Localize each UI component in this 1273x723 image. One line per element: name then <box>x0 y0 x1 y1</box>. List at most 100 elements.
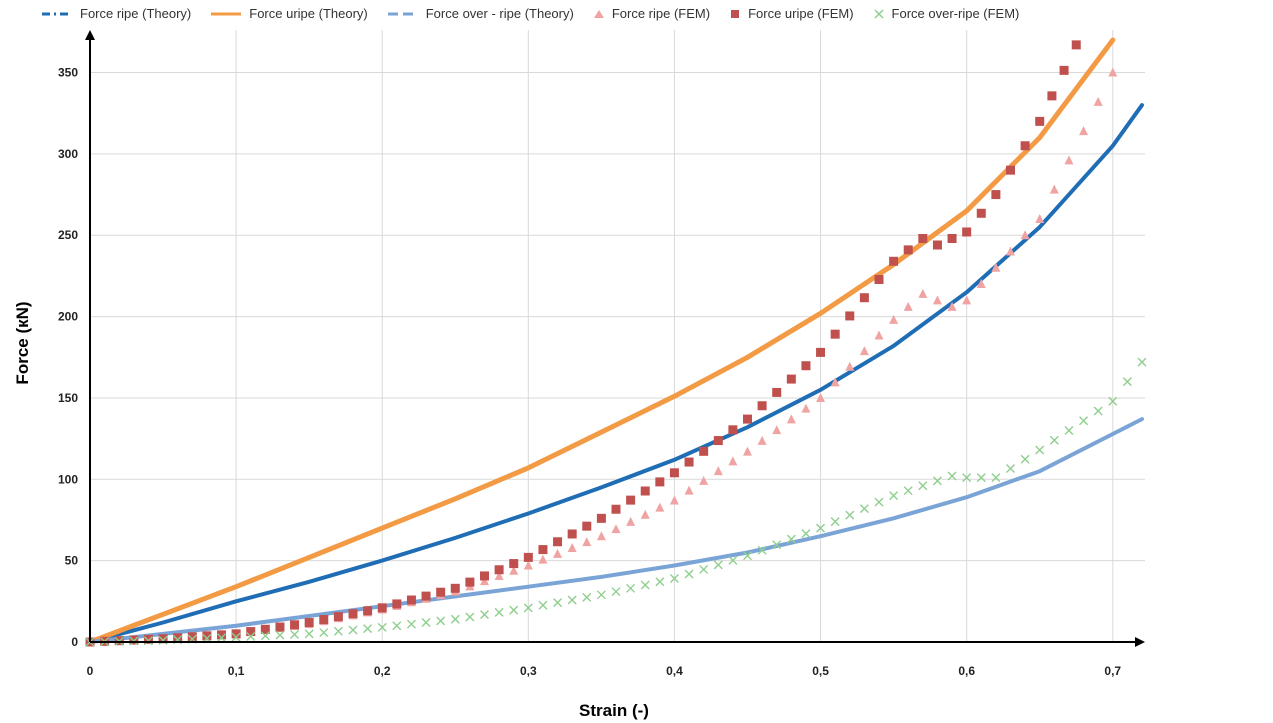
data-point <box>816 523 826 533</box>
data-point <box>713 466 723 476</box>
data-point <box>640 509 650 519</box>
legend-swatch-ripe-fem <box>593 9 604 18</box>
data-point <box>903 245 913 255</box>
data-point <box>406 619 416 629</box>
data-point <box>611 524 621 534</box>
data-point <box>743 446 752 456</box>
data-point <box>889 314 899 324</box>
data-point <box>669 468 679 478</box>
data-point <box>713 560 723 570</box>
data-point <box>816 347 826 357</box>
legend-label: Force uripe (FEM) <box>748 6 854 21</box>
x-tick-label: 0,7 <box>1104 664 1121 678</box>
data-point <box>319 628 329 638</box>
data-point <box>582 592 592 602</box>
data-point <box>1064 155 1074 165</box>
data-point <box>1006 165 1015 175</box>
data-point <box>772 387 782 397</box>
data-point <box>611 504 621 514</box>
data-point <box>786 534 796 544</box>
legend-label: Force ripe (Theory) <box>80 6 192 21</box>
data-point <box>1064 425 1074 435</box>
data-point <box>567 542 577 552</box>
data-point <box>567 595 577 605</box>
series-0 <box>88 103 1144 644</box>
grid-lines <box>90 30 1145 642</box>
data-point <box>406 595 416 605</box>
data-point <box>669 495 679 505</box>
legend-label: Force ripe (FEM) <box>611 6 711 21</box>
data-point <box>392 599 402 609</box>
x-tick-label: 0,4 <box>666 664 683 678</box>
data-point <box>1122 377 1132 387</box>
data-point <box>669 574 679 584</box>
data-point <box>626 583 636 593</box>
data-point <box>626 495 636 505</box>
data-point <box>655 477 665 487</box>
data-point <box>1020 454 1030 464</box>
data-point <box>480 576 489 586</box>
data-point <box>1059 65 1069 75</box>
tick-labels: 0 0,1 0,2 0,3 0,4 0,5 0,6 0,7 0 50 100 150 200 250 300… <box>58 66 1121 678</box>
data-point <box>231 629 241 639</box>
data-point <box>596 513 606 523</box>
data-point <box>1093 96 1103 106</box>
data-point <box>859 504 869 514</box>
data-point <box>728 456 738 466</box>
data-point <box>947 471 957 481</box>
data-point <box>596 590 606 600</box>
data-point <box>260 624 270 634</box>
data-point <box>421 591 431 601</box>
data-point <box>772 425 782 435</box>
data-point <box>465 612 475 622</box>
data-point <box>947 233 957 243</box>
data-point <box>918 288 928 298</box>
data-point <box>640 580 650 590</box>
data-point <box>494 565 504 575</box>
data-point <box>567 529 577 539</box>
y-axis-title: Force (кN) <box>13 301 32 384</box>
data-point <box>260 631 270 641</box>
data-point <box>363 624 373 634</box>
data-point <box>553 598 563 608</box>
data-point <box>143 636 153 646</box>
data-point <box>509 565 519 575</box>
data-point <box>962 227 972 237</box>
series-line <box>88 417 1144 644</box>
data-point <box>523 603 533 613</box>
data-point <box>480 571 489 581</box>
x-axis-title: Strain (-) <box>579 701 649 720</box>
series-1 <box>87 37 1116 645</box>
data-point <box>801 529 811 539</box>
legend-label: Force uripe (Theory) <box>249 6 368 21</box>
data-point <box>991 262 1001 272</box>
data-point <box>582 521 592 531</box>
x-tick-label: 0 <box>87 664 94 678</box>
series-4 <box>85 40 1081 647</box>
data-point <box>743 414 752 424</box>
data-point <box>640 486 650 496</box>
y-tick-label: 150 <box>58 391 78 405</box>
data-point <box>494 607 504 617</box>
data-point <box>1079 416 1089 426</box>
legend-swatch-ripe-theory <box>42 12 72 15</box>
data-point <box>1035 445 1045 455</box>
data-point <box>757 545 767 555</box>
data-point <box>1049 435 1059 445</box>
data-point <box>509 559 519 569</box>
data-point <box>743 551 752 561</box>
data-point <box>786 414 796 424</box>
data-point <box>217 630 226 640</box>
data-point <box>377 603 387 613</box>
data-point <box>187 632 197 642</box>
data-point <box>932 295 942 305</box>
data-point <box>363 606 373 616</box>
y-tick-label: 50 <box>65 554 79 568</box>
legend-item-ripe-theory: Force ripe (Theory) <box>40 6 191 21</box>
data-point <box>217 633 226 643</box>
data-point <box>874 330 884 340</box>
data-point <box>582 537 592 547</box>
data-point <box>421 617 431 627</box>
data-point <box>290 630 300 640</box>
